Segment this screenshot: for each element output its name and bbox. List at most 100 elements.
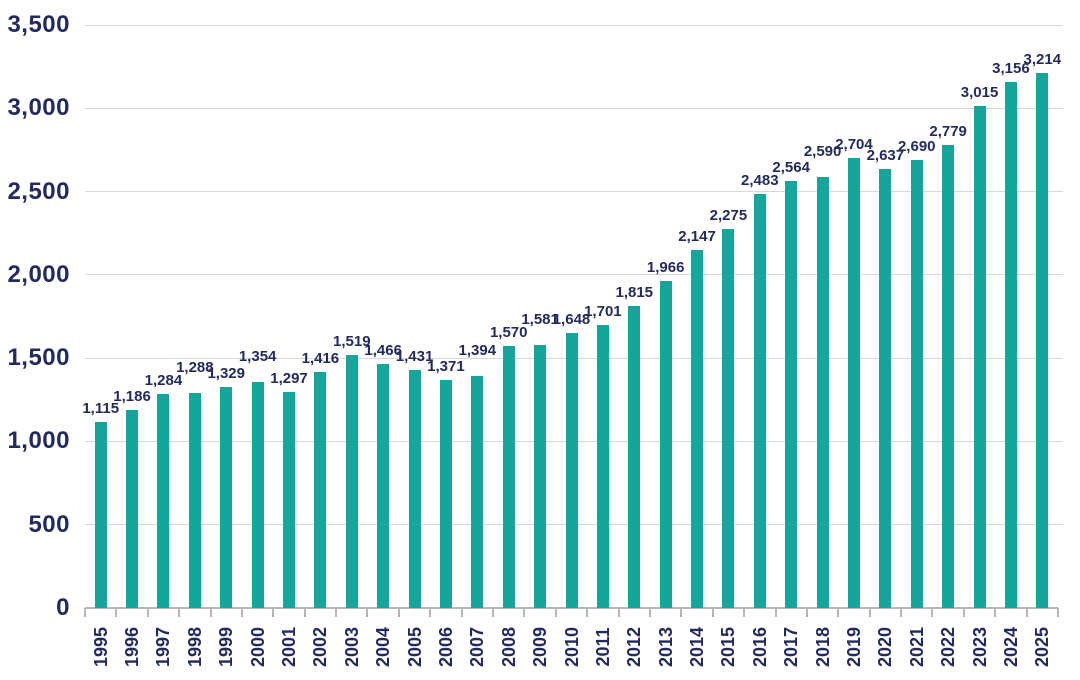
bar <box>534 344 547 608</box>
x-axis-tick <box>397 608 400 617</box>
x-axis-tick-label: 2010 <box>561 626 582 668</box>
bar <box>188 393 201 608</box>
x-axis-tick <box>303 608 306 617</box>
bar <box>157 394 170 608</box>
bar <box>345 354 358 608</box>
x-axis-tick <box>994 608 997 617</box>
bar-value-label: 1,648 <box>552 311 591 329</box>
bar-value-label: 1,288 <box>176 359 214 377</box>
x-axis-tick <box>240 608 243 617</box>
x-axis-tick <box>523 608 526 617</box>
x-axis-tick <box>617 608 620 617</box>
x-axis-tick-label: 2004 <box>373 626 394 668</box>
bar-value-label: 2,564 <box>772 158 810 176</box>
x-axis-tick-label: 2006 <box>435 626 456 668</box>
bar <box>408 369 421 608</box>
x-axis-tick <box>837 608 840 617</box>
bar <box>879 168 892 608</box>
x-axis-tick-label: 2007 <box>467 626 488 668</box>
bar-value-label: 1,701 <box>584 302 622 320</box>
bar <box>565 333 578 608</box>
bar-value-label: 2,637 <box>866 146 905 164</box>
x-axis-tick <box>1057 608 1059 617</box>
bar <box>847 157 860 608</box>
bar <box>283 391 296 608</box>
x-axis-tick-label: 2023 <box>969 626 990 668</box>
x-axis-tick <box>84 608 86 617</box>
x-axis-tick <box>429 608 432 617</box>
bar-value-label: 1,581 <box>521 310 559 328</box>
x-axis-tick-label: 2022 <box>938 626 959 668</box>
x-axis-tick <box>962 608 965 617</box>
y-axis-tick-label: 500 <box>28 510 70 538</box>
y-axis-tick-label: 2,000 <box>7 260 70 288</box>
x-axis-tick-label: 2021 <box>906 626 927 668</box>
bar-value-label: 1,186 <box>113 388 151 406</box>
bar <box>94 422 107 608</box>
bar <box>816 176 829 608</box>
x-axis-tick-label: 1996 <box>122 626 143 668</box>
bar-value-label: 2,147 <box>678 228 716 246</box>
y-axis-tick-label: 3,500 <box>7 11 70 38</box>
gridline <box>85 191 1063 193</box>
bar <box>722 229 735 608</box>
bar-value-label: 1,466 <box>364 341 402 359</box>
x-axis-tick <box>586 608 589 617</box>
x-axis-tick-label: 1995 <box>90 626 111 668</box>
x-axis-tick <box>115 608 118 617</box>
x-axis-tick <box>711 608 714 617</box>
x-axis-tick <box>492 608 495 617</box>
x-axis-tick <box>868 608 871 617</box>
x-axis-tick-label: 2025 <box>1032 626 1053 668</box>
bar <box>691 250 704 608</box>
bar-value-label: 1,115 <box>82 400 120 418</box>
bar <box>659 280 672 608</box>
bar <box>785 180 798 608</box>
x-axis-tick <box>335 608 338 617</box>
x-axis-tick-label: 2018 <box>812 626 833 668</box>
x-axis-tick <box>460 608 463 617</box>
x-axis-tick <box>680 608 683 617</box>
gridline <box>85 274 1063 276</box>
x-axis-tick <box>648 608 651 617</box>
x-axis-tick-label: 1997 <box>153 626 174 668</box>
x-axis-tick-label: 2001 <box>279 626 300 668</box>
bar-value-label: 2,704 <box>835 135 873 153</box>
bar-value-label: 2,779 <box>929 123 967 141</box>
bar <box>1004 82 1017 608</box>
bar <box>471 375 484 608</box>
bar-value-label: 1,416 <box>301 350 340 368</box>
bar-value-label: 2,590 <box>803 142 842 160</box>
bar <box>753 194 766 608</box>
x-axis-tick-label: 2024 <box>1000 626 1021 668</box>
bar-value-label: 1,371 <box>427 357 465 375</box>
y-axis-tick-label: 3,000 <box>7 94 70 122</box>
bar-value-label: 1,570 <box>489 324 528 342</box>
bar <box>596 324 609 608</box>
x-axis-tick <box>931 608 934 617</box>
bar-value-label: 1,297 <box>270 369 308 387</box>
x-axis-tick <box>272 608 275 617</box>
x-axis-tick-label: 1998 <box>184 626 205 668</box>
bar <box>126 410 139 608</box>
bar <box>973 105 986 608</box>
bar <box>251 382 264 608</box>
bar-value-label: 1,394 <box>458 341 497 359</box>
bar-value-label: 3,214 <box>1023 50 1062 68</box>
x-axis-tick <box>774 608 777 617</box>
x-axis-tick-label: 2002 <box>310 626 331 668</box>
x-axis-tick-label: 2008 <box>498 626 519 668</box>
x-axis-tick-label: 2012 <box>624 626 645 668</box>
bar <box>377 363 390 608</box>
x-axis-tick-label: 2017 <box>781 626 802 668</box>
x-axis-tick-label: 2000 <box>247 626 268 668</box>
y-axis-tick-label: 1,000 <box>7 427 70 455</box>
bar <box>314 372 327 608</box>
bar-value-label: 1,354 <box>238 348 277 366</box>
bar-value-label: 1,431 <box>395 347 434 365</box>
x-axis-tick <box>1025 608 1028 617</box>
bar <box>1036 72 1049 608</box>
gridline <box>85 107 1063 109</box>
x-axis-tick <box>366 608 369 617</box>
